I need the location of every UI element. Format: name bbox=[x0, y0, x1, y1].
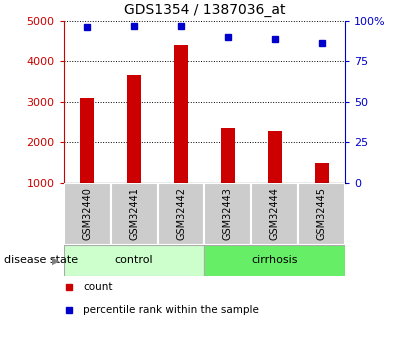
Text: cirrhosis: cirrhosis bbox=[252, 256, 298, 265]
Text: percentile rank within the sample: percentile rank within the sample bbox=[83, 305, 259, 315]
Title: GDS1354 / 1387036_at: GDS1354 / 1387036_at bbox=[124, 3, 285, 17]
Bar bbox=[157, 183, 205, 245]
Bar bbox=[204, 183, 252, 245]
Text: ▶: ▶ bbox=[52, 256, 59, 265]
Bar bbox=[315, 164, 329, 224]
Bar bbox=[252, 183, 298, 245]
Bar bbox=[80, 98, 94, 224]
Bar bbox=[298, 183, 345, 245]
Bar bbox=[268, 131, 282, 224]
Text: GSM32444: GSM32444 bbox=[270, 187, 280, 240]
Bar bbox=[127, 75, 141, 224]
Text: disease state: disease state bbox=[4, 256, 78, 265]
Bar bbox=[174, 45, 188, 224]
Text: GSM32445: GSM32445 bbox=[317, 187, 327, 240]
Bar bbox=[64, 183, 111, 245]
Text: GSM32443: GSM32443 bbox=[223, 187, 233, 240]
Text: count: count bbox=[83, 282, 113, 292]
Bar bbox=[204, 245, 345, 276]
Text: GSM32440: GSM32440 bbox=[82, 187, 92, 240]
Text: GSM32442: GSM32442 bbox=[176, 187, 186, 240]
Bar bbox=[64, 245, 204, 276]
Bar bbox=[221, 128, 235, 224]
Text: control: control bbox=[115, 256, 153, 265]
Text: GSM32441: GSM32441 bbox=[129, 187, 139, 240]
Bar bbox=[111, 183, 157, 245]
